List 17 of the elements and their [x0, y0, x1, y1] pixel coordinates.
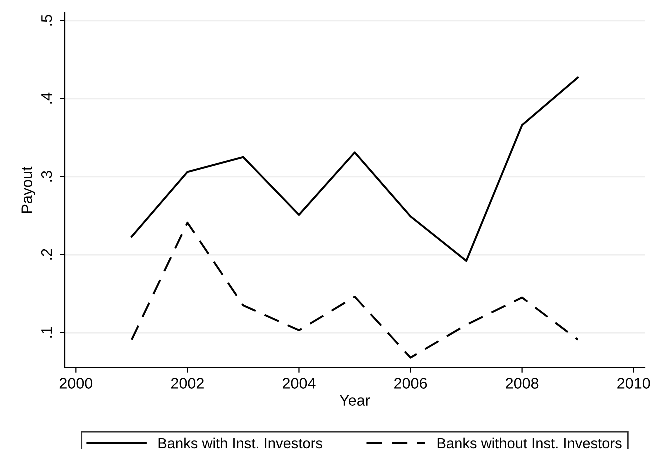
x-tick-label: 2004 — [283, 378, 316, 389]
y-tick-label: .3 — [41, 171, 52, 182]
line-series — [130, 76, 580, 262]
legend-label: Banks with Inst. Investors — [158, 438, 322, 449]
x-axis-title: Year — [340, 395, 370, 406]
y-tick-label: .1 — [42, 327, 52, 338]
x-tick-label: 2006 — [394, 378, 428, 389]
x-tick-label: 2000 — [60, 378, 93, 389]
line-series — [130, 222, 580, 359]
x-tick-label: 2010 — [618, 378, 650, 389]
y-axis-title: Payout — [22, 166, 36, 214]
y-tick-label: .5 — [42, 15, 52, 26]
x-tick-label: 2008 — [506, 378, 539, 389]
y-tick-label: .2 — [41, 249, 52, 260]
y-tick-label: .4 — [42, 92, 52, 104]
legend-label: Banks without Inst. Investors — [438, 438, 622, 449]
x-tick-label: 2002 — [171, 378, 204, 389]
